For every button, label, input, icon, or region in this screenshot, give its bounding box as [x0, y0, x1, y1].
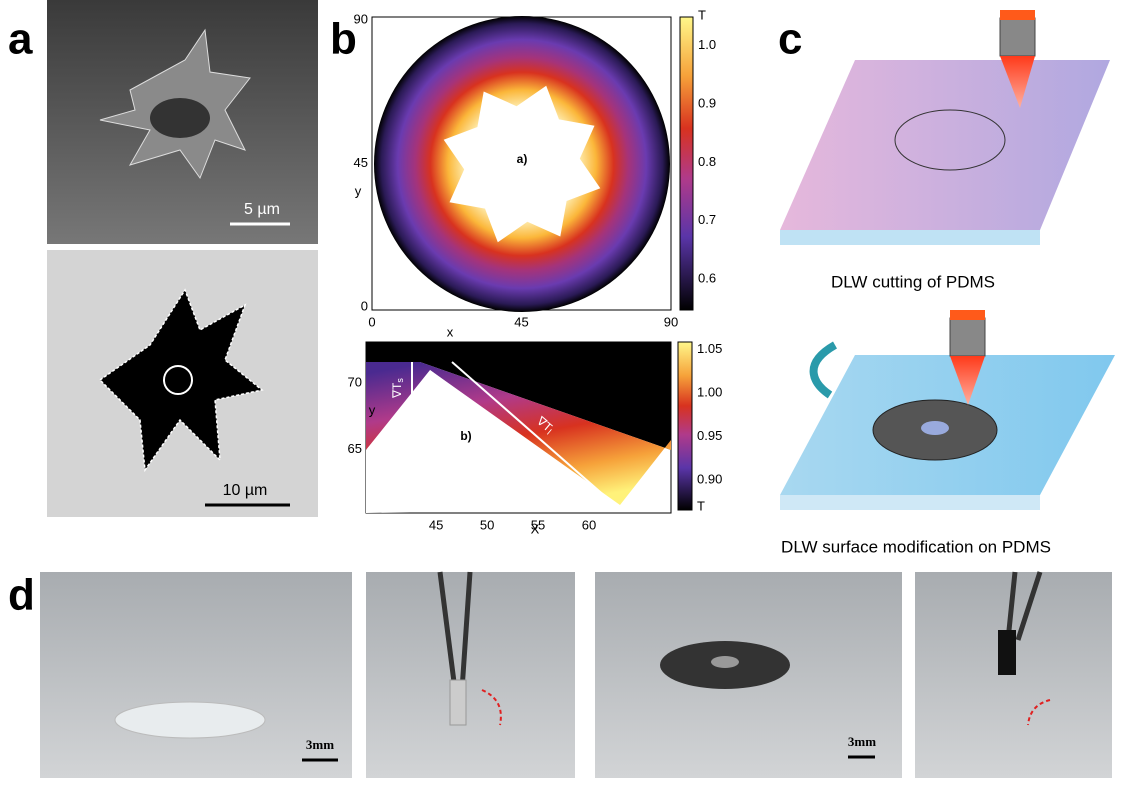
y-tick-label: 45 [354, 155, 368, 170]
gear-photo [998, 630, 1016, 675]
scale-label: 5 µm [244, 201, 280, 218]
objective [1000, 18, 1035, 56]
scale-label: 3mm [848, 734, 876, 749]
y-tick-label: 65 [348, 441, 362, 456]
y-tick-label: 90 [354, 11, 368, 26]
substrate [780, 230, 1040, 245]
colorbar-title: T [697, 498, 705, 513]
gear-photo [115, 702, 265, 738]
y-tick-label: 0 [361, 299, 368, 314]
curved-arrow [814, 345, 835, 395]
colorbar [680, 17, 693, 310]
particle-shadow [150, 98, 210, 138]
x-tick-label: 50 [480, 517, 494, 532]
y-tick-label: 70 [348, 374, 362, 389]
colorbar-tick-label: 0.6 [698, 270, 716, 285]
x-tick-label: 45 [429, 517, 443, 532]
panel-letter: a [8, 15, 33, 64]
colorbar-tick-label: 1.05 [697, 341, 722, 356]
colorbar-tick-label: 0.8 [698, 154, 716, 169]
gear-hole [711, 656, 739, 668]
x-axis-label: X [531, 521, 540, 536]
symbol: ∇T [390, 382, 404, 399]
x-axis-label: x [447, 324, 454, 339]
x-tick-label: 60 [582, 517, 596, 532]
scale-label: 3mm [306, 737, 334, 752]
x-tick-label: 45 [514, 314, 528, 329]
subscript: s [395, 378, 405, 383]
panel-letter: d [8, 571, 35, 620]
objective [950, 318, 985, 356]
objective-cap [950, 310, 985, 320]
photo [366, 572, 575, 778]
colorbar-tick-label: 0.90 [697, 471, 722, 486]
caption: DLW surface modification on PDMS [781, 537, 1051, 556]
scale-label: 10 µm [223, 482, 268, 499]
colorbar-tick-label: 1.00 [697, 384, 722, 399]
inset-label: b) [460, 429, 471, 443]
y-axis-label: y [369, 402, 376, 417]
colorbar-tick-label: 0.9 [698, 96, 716, 111]
colorbar-tick-label: 1.0 [698, 37, 716, 52]
pdms-plate [780, 60, 1110, 230]
inset-label: a) [517, 152, 528, 166]
panel-letter: c [778, 15, 802, 64]
objective-cap [1000, 10, 1035, 20]
gear-hole [921, 421, 949, 435]
caption: DLW cutting of PDMS [831, 272, 995, 291]
colorbar-title: T [698, 7, 706, 22]
x-tick-label: 90 [664, 314, 678, 329]
colorbar-tick-label: 0.95 [697, 428, 722, 443]
colorbar-tick-label: 0.7 [698, 212, 716, 227]
figure: a 5 µm 10 µm b a) 0459004590xy0.60.70.80… [0, 0, 1121, 785]
colorbar [678, 342, 692, 510]
gear-photo [450, 680, 466, 725]
substrate [780, 495, 1040, 510]
x-tick-label: 0 [368, 314, 375, 329]
y-axis-label: y [355, 183, 362, 198]
